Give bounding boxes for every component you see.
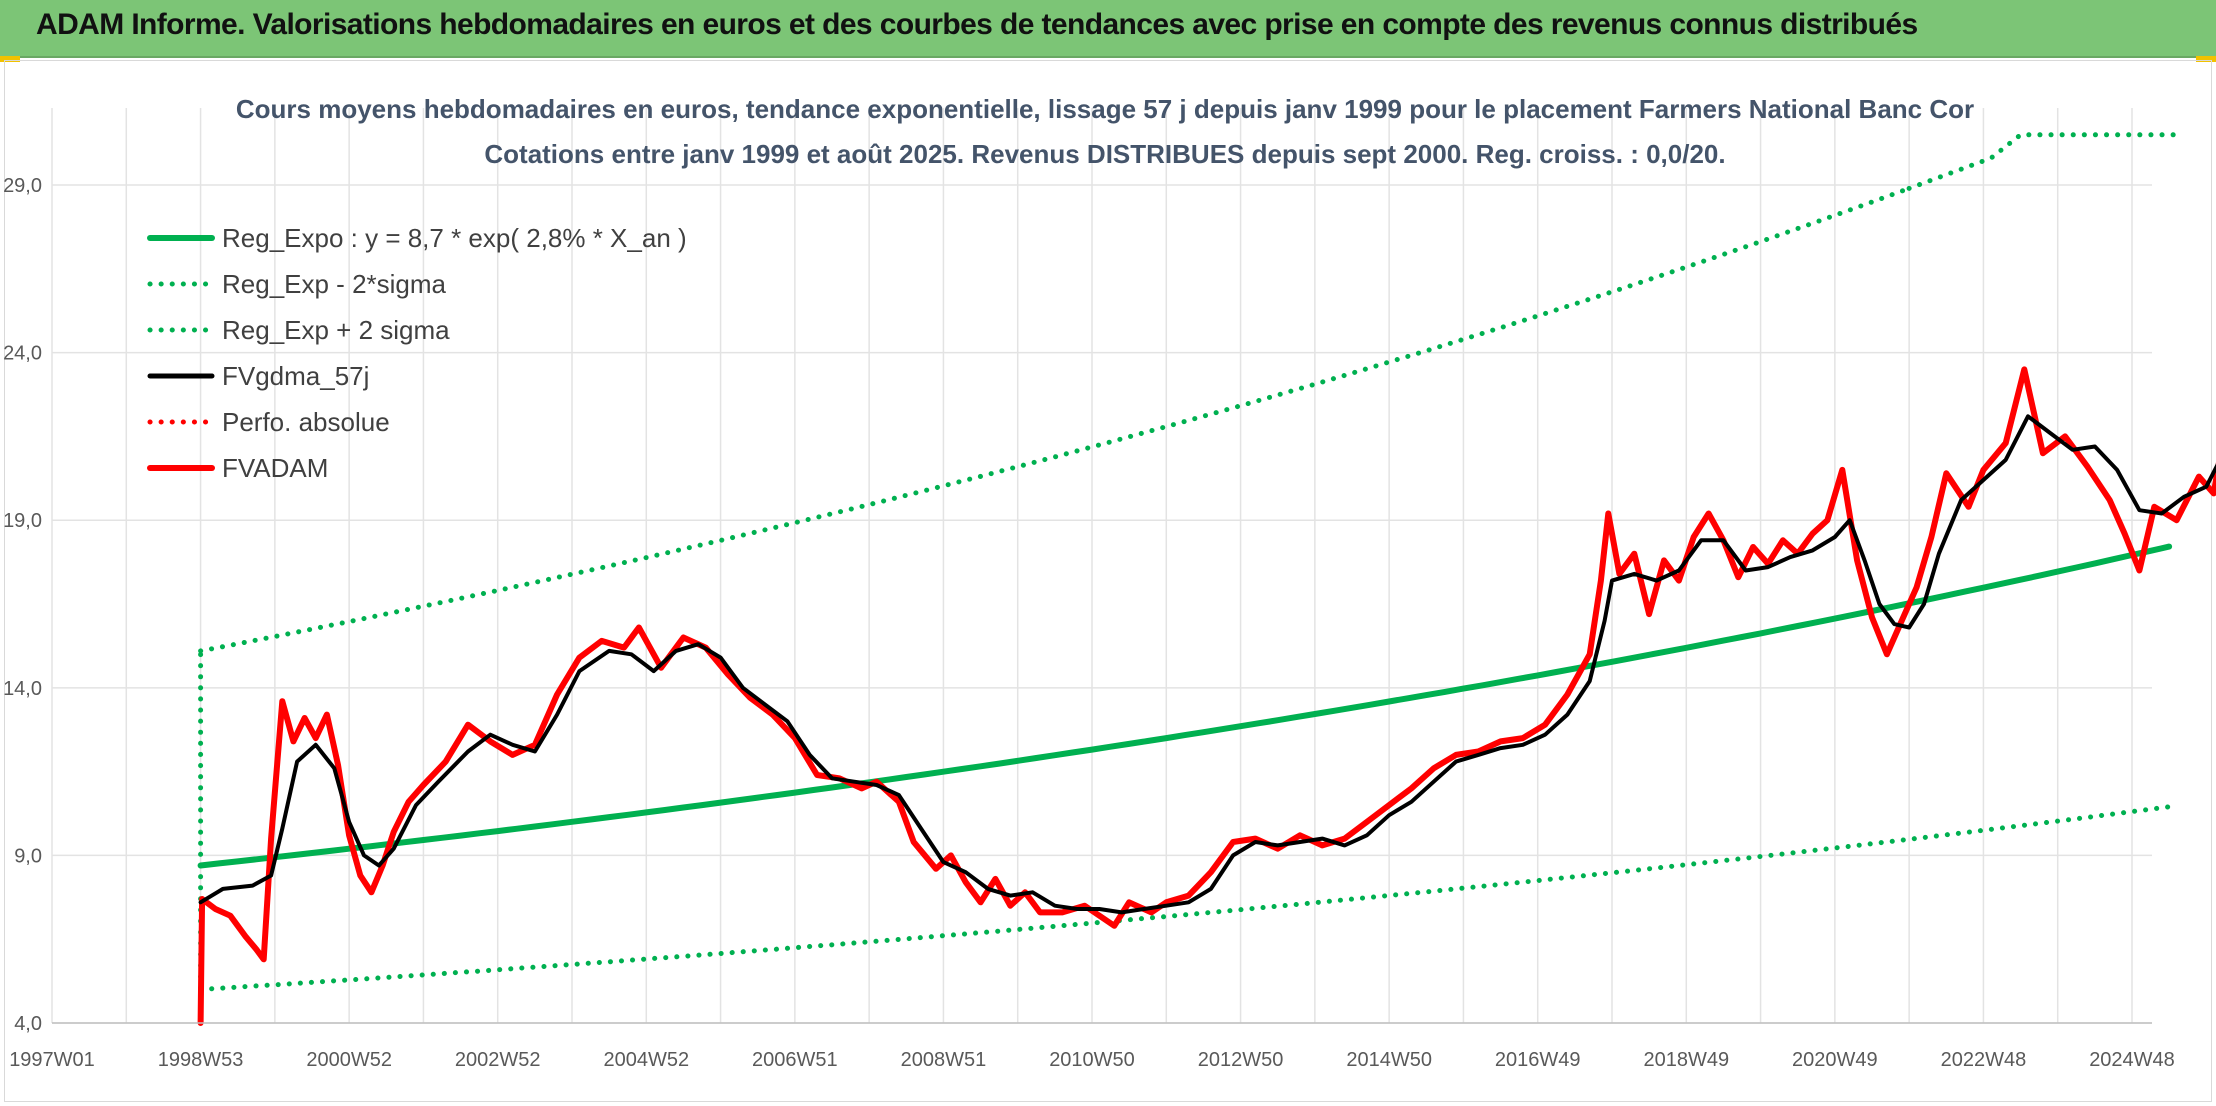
legend-label: Reg_Exp + 2 sigma [222,315,450,345]
grid [51,108,2152,1024]
corner-mark-right [2196,56,2216,62]
y-tick-label: 14,0 [3,678,42,700]
x-tick-label: 2022W48 [1941,1049,2027,1071]
x-tick-label: 1998W53 [158,1049,244,1071]
legend-label: Reg_Exp - 2*sigma [222,269,447,299]
legend-label: FVgdma_57j [222,361,369,391]
series-line-tail [1906,132,2185,191]
series-line [197,366,2216,1026]
series-line [198,414,2216,915]
report-banner: ADAM Informe. Valorisations hebdomadaire… [0,0,2216,58]
x-tick-label: 2012W50 [1198,1049,1284,1071]
series-line [197,543,2173,869]
x-tick-label: 2010W50 [1049,1049,1135,1071]
y-tick-label: 4,0 [14,1013,42,1035]
axes: 29,0 24,0 19,0 14,0 9,0 4,0 1997W01 1998W53 2000… [3,175,2175,1071]
x-tick-label: 2000W52 [306,1049,392,1071]
x-tick-label: 2024W48 [2089,1049,2175,1071]
x-tick-label: 2014W50 [1346,1049,1432,1071]
x-tick-label: 2020W49 [1792,1049,1878,1071]
y-tick-label: 9,0 [14,845,42,867]
chart-frame [4,60,2212,1102]
x-tick-label: 2008W51 [901,1049,987,1071]
x-tick-label: 2004W52 [603,1049,689,1071]
x-tick-label: 2016W49 [1495,1049,1581,1071]
chart-title: Cours moyens hebdomadaires en euros, ten… [236,94,1974,124]
x-tick-label: 2006W51 [752,1049,838,1071]
legend-label: Perfo. absolue [222,407,390,437]
report-title: ADAM Informe. Valorisations hebdomadaire… [36,8,1918,41]
legend-label: Reg_Expo : y = 8,7 * exp( 2,8% * X_an ) [222,223,687,253]
series-group [197,132,2216,1026]
x-tick-label: 1997W01 [9,1049,95,1071]
x-tick-label: 2018W49 [1643,1049,1729,1071]
chart-subtitle: Cotations entre janv 1999 et août 2025. … [484,139,1725,169]
series-line [198,185,1912,654]
x-tick-label: 2002W52 [455,1049,541,1071]
legend: Reg_Expo : y = 8,7 * exp( 2,8% * X_an ) R… [147,223,687,483]
y-tick-label: 19,0 [3,510,42,532]
legend-label: FVADAM [222,453,328,483]
corner-mark-left [0,56,20,62]
y-tick-label: 24,0 [3,343,42,365]
y-tick-label: 29,0 [3,175,42,197]
series-line [198,804,2172,992]
